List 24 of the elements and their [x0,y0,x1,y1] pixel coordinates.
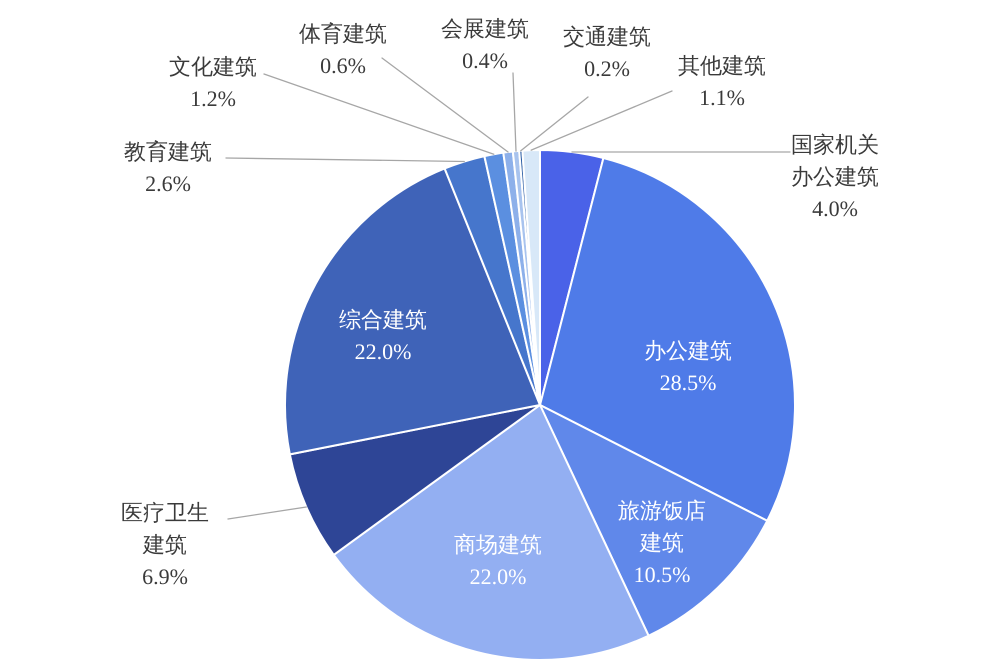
data-label: 22.0% [354,338,412,364]
slice-label: 商场建筑 [454,532,542,557]
data-label: 2.6% [145,170,191,196]
data-label: 0.4% [462,48,508,73]
slice-label: 交通建筑 [563,24,651,49]
slice-label: 教育建筑 [124,138,212,164]
slice-label: 医疗卫生建筑 [121,500,209,557]
slice-label: 其他建筑 [678,52,766,78]
slice-label: 办公建筑 [644,338,732,363]
data-label: 4.0% [812,196,858,221]
data-label: 6.9% [142,564,188,589]
slice-label: 体育建筑 [299,20,387,46]
data-label: 0.2% [584,56,630,81]
data-label: 22.0% [470,564,526,589]
slice-label: 会展建筑 [441,16,529,41]
slice-label: 文化建筑 [169,54,257,79]
data-label: 1.2% [190,86,236,111]
data-label: 28.5% [660,370,716,395]
slice-label: 旅游饭店建筑 [618,498,706,555]
data-label: 0.6% [320,52,366,78]
slice-label: 综合建筑 [339,306,427,332]
slice-label: 国家机关办公建筑 [791,132,879,189]
data-label: 1.1% [699,84,745,110]
data-label: 10.5% [634,562,690,587]
